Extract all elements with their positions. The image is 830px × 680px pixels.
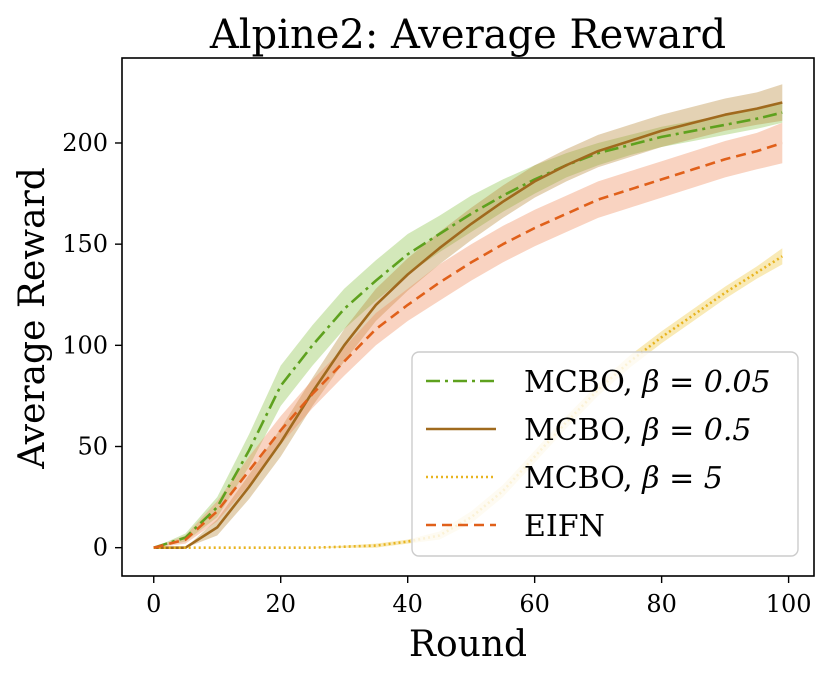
- x-tick-label: 40: [392, 590, 423, 618]
- x-tick-label: 100: [766, 590, 812, 618]
- legend-label-mcbo-5-2: MCBO, β = 5: [524, 461, 723, 496]
- legend-label-text: MCBO,: [524, 413, 642, 448]
- confidence-bands: [153, 84, 783, 548]
- band-eifn-3: [153, 122, 783, 548]
- line-mcbo-5-2: [153, 255, 783, 550]
- axis-ticks: 0 20 40 60 80 100 0 50 100 150 200: [62, 129, 811, 618]
- line-mcbo-0-05-0: [153, 111, 783, 549]
- x-axis-label: Round: [409, 624, 527, 665]
- legend-label-eifn-3: EIFN: [524, 509, 605, 544]
- legend-label-text: EIFN: [524, 509, 605, 544]
- series-lines: [153, 101, 783, 550]
- legend-label-beta: β = 5: [641, 461, 723, 496]
- x-tick-label: 60: [519, 590, 550, 618]
- plot-frame: [121, 57, 815, 577]
- legend-label-mcbo-0-5-1: MCBO, β = 0.5: [524, 413, 751, 448]
- y-tick-label: 200: [62, 129, 108, 157]
- chart-title: Alpine2: Average Reward: [209, 12, 726, 58]
- legend-label-text: MCBO,: [524, 461, 642, 496]
- legend-label-beta: β = 0.5: [641, 413, 751, 448]
- x-tick-label: 0: [146, 590, 161, 618]
- band-mcbo-0-5-1: [153, 84, 783, 548]
- legend-label-mcbo-0-05-0: MCBO, β = 0.05: [524, 365, 771, 400]
- legend-label-beta: β = 0.05: [641, 365, 770, 400]
- y-tick-label: 0: [93, 534, 108, 562]
- x-tick-label: 80: [646, 590, 677, 618]
- y-tick-label: 150: [62, 230, 108, 258]
- line-eifn-3: [153, 141, 783, 549]
- legend-label-text: MCBO,: [524, 365, 642, 400]
- line-mcbo-0-5-1: [153, 101, 783, 550]
- band-mcbo-0-05-0: [153, 102, 783, 548]
- x-tick-label: 20: [265, 590, 296, 618]
- y-tick-label: 100: [62, 331, 108, 359]
- legend-box: [411, 351, 799, 557]
- y-tick-label: 50: [77, 433, 108, 461]
- y-axis-label: Average Reward: [12, 167, 53, 470]
